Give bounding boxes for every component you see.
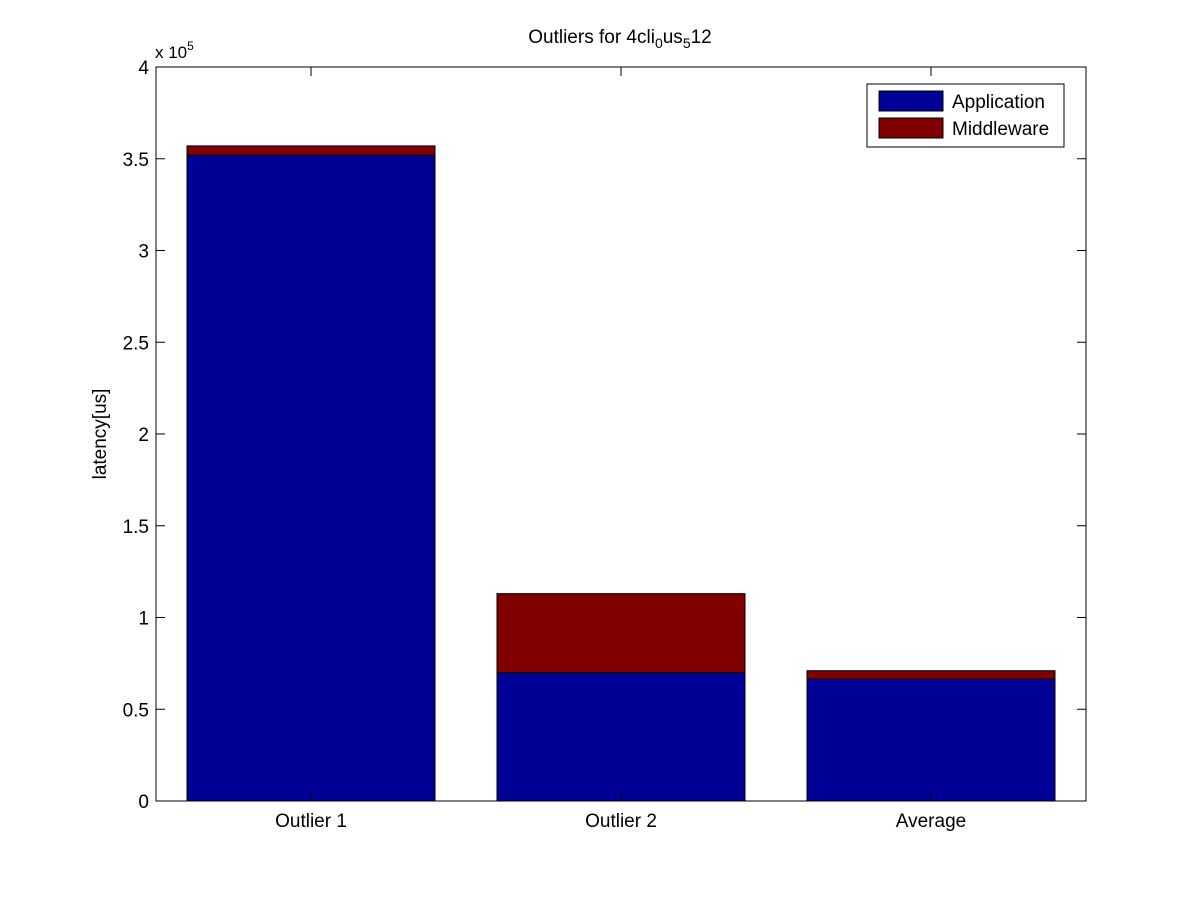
legend-swatch-middleware: [878, 117, 944, 139]
bar-application-3: [806, 678, 1056, 802]
bars-group: [186, 145, 1056, 802]
y-tick-label: 4: [138, 58, 149, 79]
bar-middleware-1: [186, 145, 436, 156]
y-tick-label: 3: [138, 242, 149, 263]
y-tick-label: 2.5: [123, 333, 149, 354]
x-axis: Outlier 1 Outlier 2 Average: [275, 67, 966, 832]
y-tick-label: 1: [138, 609, 149, 630]
x-tick-label: Outlier 2: [585, 811, 657, 832]
y-tick-label: 1.5: [123, 517, 149, 538]
y-axis: 0 0.5 1 1.5 2 2.5 3 3.5 4: [123, 58, 1086, 813]
legend-swatch-application: [878, 90, 944, 112]
bar-application-2: [496, 672, 746, 802]
y-tick-label: 3.5: [123, 150, 149, 171]
y-tick-label: 0: [138, 792, 149, 813]
x-tick-label: Outlier 1: [275, 811, 347, 832]
y-axis-label: latency[us]: [90, 389, 111, 480]
bar-middleware-2: [496, 593, 746, 674]
bar-application-1: [186, 154, 436, 802]
y-tick-label: 0.5: [123, 700, 149, 721]
chart-title: Outliers for 4cli0us512: [528, 27, 712, 51]
bar-middleware-3: [806, 670, 1056, 680]
x-tick-label: Average: [896, 811, 966, 832]
legend-label-application: Application: [952, 92, 1045, 113]
legend: Application Middleware: [866, 83, 1065, 148]
legend-label-middleware: Middleware: [952, 119, 1049, 140]
y-tick-label: 2: [138, 425, 149, 446]
y-axis-multiplier: x 105: [155, 39, 194, 62]
